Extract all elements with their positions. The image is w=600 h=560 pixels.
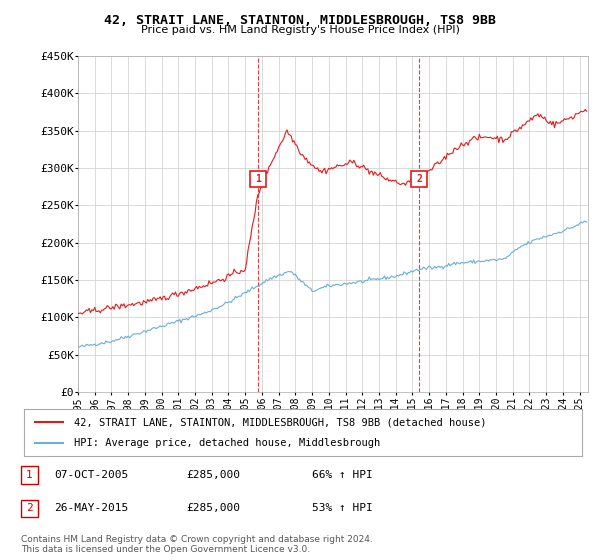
Text: 53% ↑ HPI: 53% ↑ HPI [312,503,373,514]
Text: 66% ↑ HPI: 66% ↑ HPI [312,470,373,480]
Text: 2: 2 [416,174,422,184]
Text: 1: 1 [255,174,261,184]
Text: Price paid vs. HM Land Registry's House Price Index (HPI): Price paid vs. HM Land Registry's House … [140,25,460,35]
Text: HPI: Average price, detached house, Middlesbrough: HPI: Average price, detached house, Midd… [74,438,380,448]
Text: 07-OCT-2005: 07-OCT-2005 [54,470,128,480]
Text: 1: 1 [26,470,33,480]
Text: This data is licensed under the Open Government Licence v3.0.: This data is licensed under the Open Gov… [21,545,310,554]
Text: £285,000: £285,000 [186,503,240,514]
Text: 42, STRAIT LANE, STAINTON, MIDDLESBROUGH, TS8 9BB (detached house): 42, STRAIT LANE, STAINTON, MIDDLESBROUGH… [74,417,487,427]
Text: Contains HM Land Registry data © Crown copyright and database right 2024.: Contains HM Land Registry data © Crown c… [21,535,373,544]
Text: £285,000: £285,000 [186,470,240,480]
Text: 2: 2 [26,503,33,514]
Text: 42, STRAIT LANE, STAINTON, MIDDLESBROUGH, TS8 9BB: 42, STRAIT LANE, STAINTON, MIDDLESBROUGH… [104,14,496,27]
Text: 26-MAY-2015: 26-MAY-2015 [54,503,128,514]
